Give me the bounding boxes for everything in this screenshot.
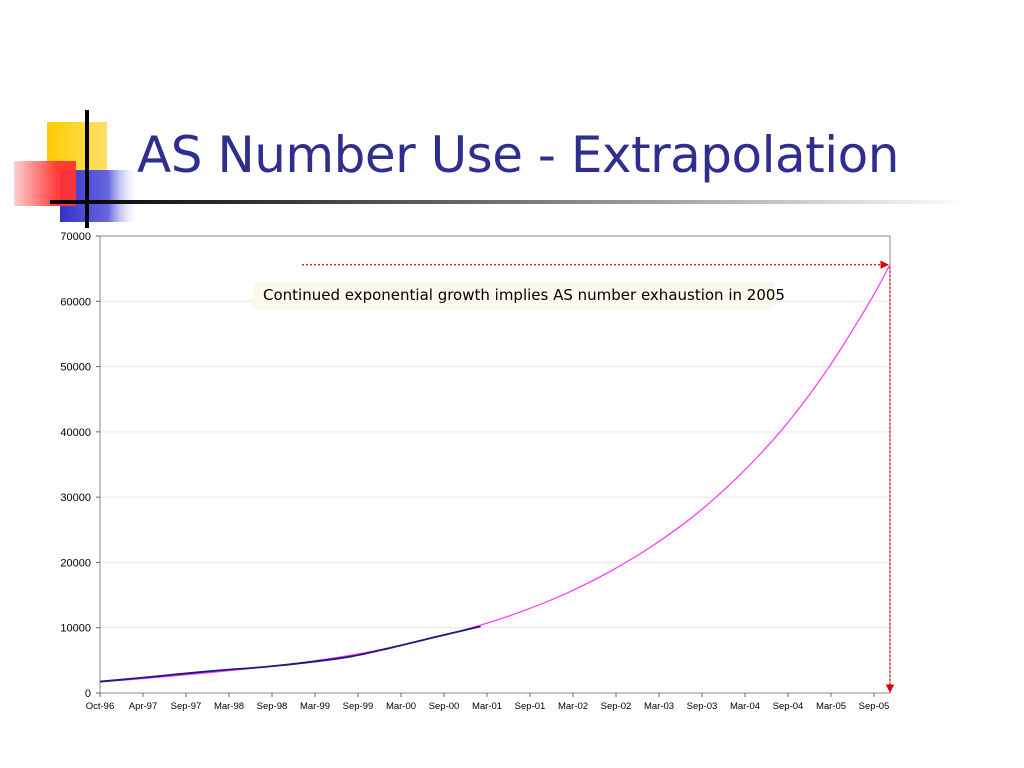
slide-logo [14, 110, 140, 228]
logo-red-square [14, 161, 76, 206]
x-tick-label: Mar-01 [472, 701, 502, 712]
y-tick-label: 30000 [60, 492, 91, 504]
x-tick-label: Mar-98 [214, 701, 244, 712]
x-tick-label: Sep-00 [429, 701, 460, 712]
x-axis: Oct-96 Apr-97 Sep-97 Mar-98 Sep-98 Mar-99 Sep-… [86, 693, 890, 712]
x-tick-label: Mar-05 [816, 701, 846, 712]
x-tick-label: Sep-02 [601, 701, 632, 712]
x-tick-label: Apr-97 [129, 701, 158, 712]
x-tick-label: Mar-04 [730, 701, 760, 712]
x-tick-label: Sep-97 [171, 701, 202, 712]
y-axis: 0 10000 20000 30000 40000 50000 60000 70000 [60, 231, 100, 700]
chart-series [99, 264, 891, 683]
exhaustion-annotation: Continued exponential growth implies AS … [253, 282, 785, 309]
observed-line [99, 625, 481, 683]
x-tick-label: Sep-05 [859, 701, 890, 712]
y-tick-label: 70000 [60, 231, 91, 243]
x-tick-label: Sep-04 [773, 701, 804, 712]
chart-grid [100, 300, 890, 629]
title-divider [50, 200, 970, 204]
x-tick-label: Mar-03 [644, 701, 674, 712]
x-tick-label: Oct-96 [86, 701, 115, 712]
y-tick-label: 60000 [60, 296, 91, 308]
exhaustion-arrows [302, 260, 895, 693]
x-tick-label: Mar-00 [386, 701, 416, 712]
y-tick-label: 40000 [60, 427, 91, 439]
y-tick-label: 50000 [60, 362, 91, 374]
slide-title: AS Number Use - Extrapolation [137, 126, 899, 184]
x-tick-label: Sep-98 [257, 701, 288, 712]
y-tick-label: 0 [85, 688, 91, 700]
y-tick-label: 10000 [60, 623, 91, 635]
x-tick-label: Sep-03 [687, 701, 718, 712]
x-tick-label: Mar-99 [300, 701, 330, 712]
logo-vertical-bar [85, 110, 89, 228]
x-tick-label: Mar-02 [558, 701, 588, 712]
x-tick-label: Sep-01 [515, 701, 546, 712]
y-tick-label: 20000 [60, 557, 91, 569]
extrapolation-line [99, 264, 891, 683]
x-tick-label: Sep-99 [343, 701, 374, 712]
